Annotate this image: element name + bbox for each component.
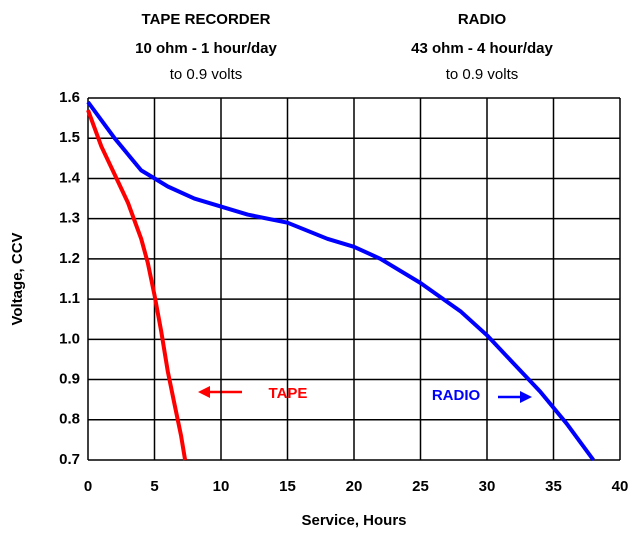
tape-arrow-head [198,386,210,398]
annotation: 43 ohm - 4 hour/day [411,40,553,57]
y-tick-label: 1.4 [59,169,81,186]
x-tick-label: 5 [150,478,158,495]
annotation: TAPE RECORDER [142,11,271,28]
series-label: RADIO [432,387,481,404]
x-tick-label: 0 [84,478,92,495]
y-tick-label: 1.6 [59,89,80,106]
series-label: TAPE [269,385,308,402]
y-tick-label: 0.9 [59,371,80,388]
x-tick-label: 10 [213,478,230,495]
x-tick-label: 20 [346,478,363,495]
y-tick-label: 1.0 [59,330,80,347]
x-axis-label: Service, Hours [301,512,406,529]
y-tick-label: 1.5 [59,129,80,146]
annotation: to 0.9 volts [170,66,243,83]
arrows [198,386,532,403]
x-tick-label: 30 [479,478,496,495]
x-tick-label: 40 [612,478,629,495]
x-tick-label: 25 [412,478,429,495]
y-axis-label: Voltage, CCV [9,232,26,325]
y-tick-label: 0.7 [59,451,80,468]
radio-arrow-head [520,391,532,403]
x-tick-label: 15 [279,478,296,495]
y-tick-label: 1.3 [59,210,80,227]
annotation: to 0.9 volts [446,66,519,83]
y-tick-label: 1.1 [59,290,80,307]
y-tick-label: 1.2 [59,250,80,267]
y-tick-label: 0.8 [59,411,80,428]
annotation: 10 ohm - 1 hour/day [135,40,277,57]
series-line [86,100,596,462]
x-tick-label: 35 [545,478,562,495]
series-line [86,109,188,461]
annotation: RADIO [458,11,507,28]
